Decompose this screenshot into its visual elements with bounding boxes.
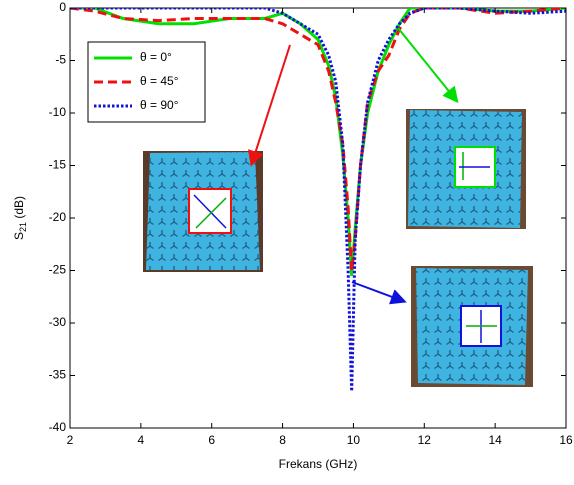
- legend-label: θ = 90°: [140, 98, 179, 112]
- series-layer: [70, 8, 566, 392]
- y-label-unit: (dB): [12, 196, 26, 222]
- y-tick-label: -40: [49, 420, 67, 434]
- y-label-main: S: [12, 232, 26, 240]
- x-tick-label: 8: [279, 433, 286, 447]
- x-tick-label: 10: [347, 433, 361, 447]
- y-label-sub: 21: [18, 222, 28, 232]
- inset-photo-45: [143, 151, 263, 272]
- x-tick-label: 4: [138, 433, 145, 447]
- x-tick-label: 12: [418, 433, 432, 447]
- x-tick-label: 16: [559, 433, 573, 447]
- y-tick-label: 0: [59, 0, 66, 14]
- x-axis-label: Frekans (GHz): [279, 457, 358, 471]
- y-tick-label: -25: [49, 263, 67, 277]
- inset-photo-0: [406, 109, 526, 229]
- x-tick-label: 6: [208, 433, 215, 447]
- legend-label: θ = 0°: [140, 50, 172, 64]
- series-line: [70, 8, 566, 276]
- arrow-45: [248, 44, 291, 167]
- y-tick-label: -35: [49, 368, 67, 382]
- y-axis-label: S21 (dB): [12, 196, 28, 240]
- y-tick-label: -10: [49, 105, 67, 119]
- y-tick-label: -15: [49, 158, 67, 172]
- arrow-0: [397, 27, 459, 104]
- y-tick-label: -30: [49, 315, 67, 329]
- x-tick-label: 14: [488, 433, 502, 447]
- series-line: [70, 8, 566, 271]
- y-tick-label: -5: [55, 53, 66, 67]
- y-tick-label: -20: [49, 210, 67, 224]
- arrow-90: [351, 281, 407, 305]
- legend-label: θ = 45°: [140, 74, 179, 88]
- inset-photo-90: [411, 266, 533, 387]
- x-tick-label: 2: [67, 433, 74, 447]
- legend: θ = 0° θ = 45° θ = 90°: [87, 41, 206, 123]
